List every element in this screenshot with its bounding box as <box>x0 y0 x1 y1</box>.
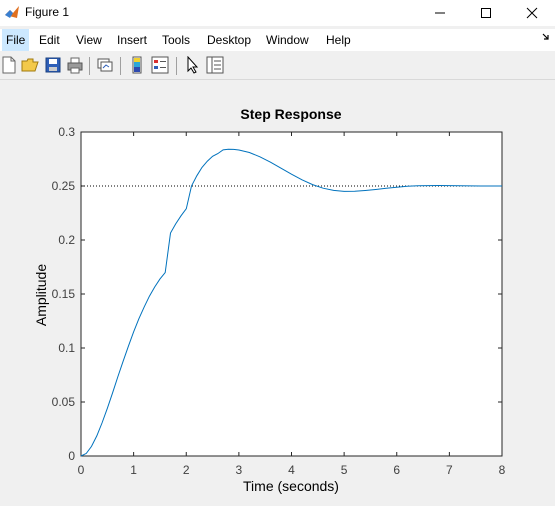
menu-bar: File Edit View Insert Tools Desktop Wind… <box>0 29 555 51</box>
dock-figure-icon[interactable] <box>541 32 551 42</box>
menu-help[interactable]: Help <box>326 33 351 47</box>
x-tick-labels: 0 1 2 3 4 5 6 7 8 <box>78 463 506 477</box>
link-plot-icon[interactable] <box>96 56 114 74</box>
window-title: Figure 1 <box>25 5 70 19</box>
new-figure-icon[interactable] <box>0 56 18 74</box>
menu-insert[interactable]: Insert <box>117 33 148 47</box>
y-tick-label: 0 <box>68 449 75 463</box>
open-property-inspector-icon[interactable] <box>206 56 224 74</box>
close-icon <box>526 7 538 19</box>
menu-file[interactable]: File <box>2 29 30 51</box>
menu-edit[interactable]: Edit <box>39 33 60 47</box>
figure-canvas: 0 1 2 3 4 5 6 7 8 0 0.05 0.1 0.15 0.2 0.25 0.3 Step Re… <box>0 80 555 501</box>
x-tick-label: 5 <box>341 463 348 477</box>
close-button[interactable] <box>509 0 555 26</box>
maximize-icon <box>481 8 491 18</box>
menu-desktop[interactable]: Desktop <box>207 33 252 47</box>
toolbar-separator <box>120 57 121 75</box>
y-tick-label: 0.15 <box>52 287 76 301</box>
insert-legend-icon[interactable] <box>151 56 169 74</box>
toolbar-separator <box>176 57 177 75</box>
chart-title: Step Response <box>240 106 341 122</box>
x-tick-label: 8 <box>499 463 506 477</box>
y-tick-label: 0.05 <box>52 395 76 409</box>
y-axis-label: Amplitude <box>33 264 49 326</box>
print-icon[interactable] <box>66 56 84 74</box>
toolbar-separator <box>89 57 90 75</box>
menu-window[interactable]: Window <box>266 33 309 47</box>
menu-view[interactable]: View <box>76 33 102 47</box>
toolbar <box>0 53 555 80</box>
y-tick-label: 0.2 <box>58 233 75 247</box>
insert-colorbar-icon[interactable] <box>128 56 146 74</box>
x-tick-label: 6 <box>393 463 400 477</box>
y-tick-label: 0.1 <box>58 341 75 355</box>
title-bar: Figure 1 <box>0 0 555 26</box>
menu-tools[interactable]: Tools <box>162 33 191 47</box>
axes-box <box>80 131 503 457</box>
x-tick-label: 4 <box>288 463 295 477</box>
minimize-button[interactable] <box>417 0 463 26</box>
edit-plot-pointer-icon[interactable] <box>184 56 202 74</box>
maximize-button[interactable] <box>463 0 509 26</box>
x-axis-label: Time (seconds) <box>243 478 339 494</box>
x-tick-label: 0 <box>78 463 85 477</box>
open-file-icon[interactable] <box>21 56 39 74</box>
y-tick-label: 0.25 <box>52 179 76 193</box>
matlab-figure-icon <box>5 6 19 18</box>
x-tick-label: 1 <box>130 463 137 477</box>
x-tick-label: 2 <box>183 463 190 477</box>
y-tick-labels: 0 0.05 0.1 0.15 0.2 0.25 0.3 <box>52 125 76 463</box>
save-icon[interactable] <box>44 56 62 74</box>
y-tick-label: 0.3 <box>58 125 75 139</box>
minimize-icon <box>435 12 445 14</box>
step-response-line <box>80 148 502 457</box>
x-tick-label: 7 <box>446 463 453 477</box>
x-tick-label: 3 <box>236 463 243 477</box>
step-response-plot[interactable]: 0 1 2 3 4 5 6 7 8 0 0.05 0.1 0.15 0.2 0.25 0.3 Step Re… <box>0 80 555 501</box>
